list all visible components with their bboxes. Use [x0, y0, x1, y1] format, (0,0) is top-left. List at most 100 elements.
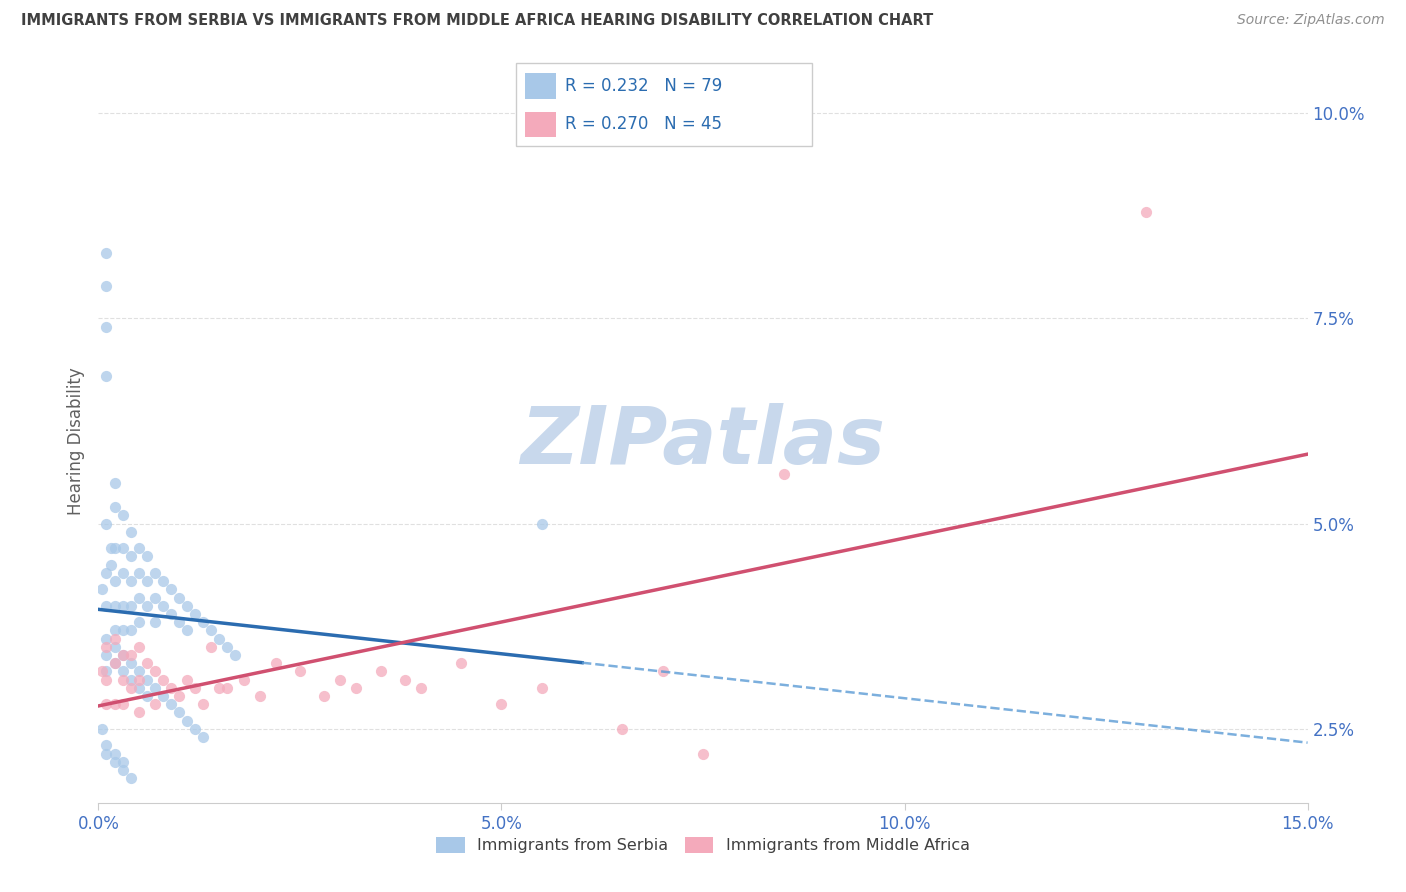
- Point: [176, 714, 198, 728]
- Point: [329, 673, 352, 687]
- Point: [128, 541, 150, 556]
- Point: [160, 681, 183, 695]
- Point: [135, 673, 157, 687]
- Point: [612, 722, 634, 736]
- Point: [224, 648, 246, 662]
- Point: [120, 673, 142, 687]
- Point: [394, 673, 416, 687]
- Point: [193, 615, 215, 630]
- Point: [96, 566, 118, 580]
- Point: [160, 607, 183, 621]
- Point: [103, 747, 125, 761]
- Point: [184, 607, 207, 621]
- Point: [208, 632, 231, 646]
- Point: [184, 722, 207, 736]
- Point: [152, 599, 174, 613]
- Point: [288, 665, 311, 679]
- Point: [120, 657, 142, 671]
- Point: [96, 747, 118, 761]
- Point: [143, 615, 166, 630]
- Point: [96, 319, 118, 334]
- Point: [692, 747, 714, 761]
- Point: [128, 640, 150, 654]
- Point: [103, 640, 125, 654]
- Point: [111, 566, 134, 580]
- Point: [103, 632, 125, 646]
- Point: [111, 755, 134, 769]
- Point: [167, 706, 190, 720]
- Point: [111, 624, 134, 638]
- Point: [217, 640, 239, 654]
- Point: [128, 665, 150, 679]
- Point: [96, 673, 118, 687]
- Point: [111, 698, 134, 712]
- Point: [96, 632, 118, 646]
- Point: [135, 549, 157, 564]
- Point: [1135, 204, 1157, 219]
- Point: [111, 673, 134, 687]
- Point: [120, 599, 142, 613]
- Point: [120, 771, 142, 785]
- Point: [450, 657, 472, 671]
- Point: [128, 615, 150, 630]
- Point: [100, 541, 122, 556]
- Point: [152, 574, 174, 588]
- Text: R = 0.232   N = 79: R = 0.232 N = 79: [565, 78, 721, 95]
- Point: [120, 524, 142, 539]
- Point: [91, 582, 114, 597]
- FancyBboxPatch shape: [526, 112, 555, 137]
- Point: [143, 665, 166, 679]
- Point: [264, 657, 287, 671]
- Point: [167, 615, 190, 630]
- Point: [96, 739, 118, 753]
- Point: [120, 624, 142, 638]
- Point: [217, 681, 239, 695]
- Point: [128, 673, 150, 687]
- Point: [208, 681, 231, 695]
- Y-axis label: Hearing Disability: Hearing Disability: [66, 368, 84, 516]
- Point: [344, 681, 367, 695]
- Point: [111, 665, 134, 679]
- Point: [120, 549, 142, 564]
- Point: [176, 673, 198, 687]
- Point: [111, 763, 134, 777]
- Point: [160, 698, 183, 712]
- Point: [96, 648, 118, 662]
- Point: [152, 689, 174, 703]
- Point: [96, 599, 118, 613]
- Point: [120, 648, 142, 662]
- Point: [176, 624, 198, 638]
- Point: [200, 640, 222, 654]
- Text: IMMIGRANTS FROM SERBIA VS IMMIGRANTS FROM MIDDLE AFRICA HEARING DISABILITY CORRE: IMMIGRANTS FROM SERBIA VS IMMIGRANTS FRO…: [21, 13, 934, 29]
- Point: [103, 475, 125, 490]
- Point: [96, 665, 118, 679]
- Point: [103, 541, 125, 556]
- Point: [143, 698, 166, 712]
- Point: [530, 681, 553, 695]
- Point: [103, 698, 125, 712]
- Text: R = 0.270   N = 45: R = 0.270 N = 45: [565, 115, 721, 133]
- Point: [128, 681, 150, 695]
- Point: [103, 599, 125, 613]
- Point: [135, 574, 157, 588]
- Point: [120, 681, 142, 695]
- Point: [651, 665, 673, 679]
- Point: [91, 722, 114, 736]
- Point: [128, 566, 150, 580]
- Point: [128, 706, 150, 720]
- Point: [167, 591, 190, 605]
- Point: [96, 640, 118, 654]
- Point: [772, 467, 794, 482]
- Point: [120, 574, 142, 588]
- Point: [103, 624, 125, 638]
- Point: [135, 689, 157, 703]
- Point: [409, 681, 432, 695]
- Point: [249, 689, 271, 703]
- Point: [314, 689, 336, 703]
- Point: [143, 681, 166, 695]
- Point: [143, 591, 166, 605]
- Point: [491, 698, 513, 712]
- FancyBboxPatch shape: [526, 73, 555, 99]
- Point: [152, 673, 174, 687]
- Point: [370, 665, 392, 679]
